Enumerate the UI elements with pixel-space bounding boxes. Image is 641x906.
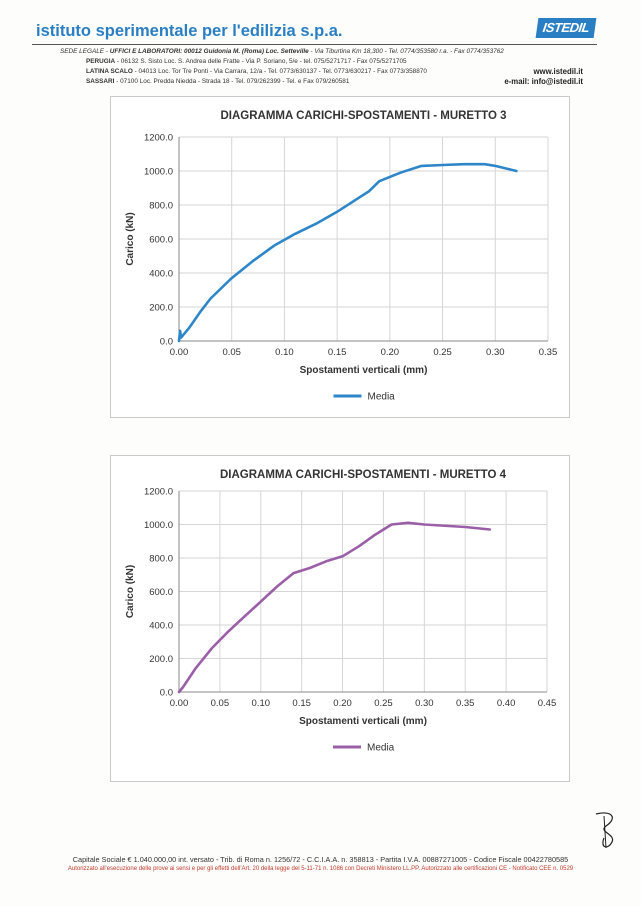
chart-svg-muretto-3: DIAGRAMMA CARICHI-SPOSTAMENTI - MURETTO … [125, 110, 558, 403]
legend-label: Media [368, 392, 396, 403]
x-tick-label: 0.20 [333, 698, 352, 709]
address-city: LATINA SCALO [86, 68, 133, 75]
address-city: SASSARI [86, 78, 115, 85]
x-tick-label: 0.00 [170, 698, 189, 709]
y-tick-label: 600.0 [149, 587, 173, 598]
y-tick-label: 0.0 [160, 688, 173, 699]
chart-muretto-4: DIAGRAMMA CARICHI-SPOSTAMENTI - MURETTO … [110, 455, 570, 782]
x-tick-label: 0.20 [381, 347, 400, 358]
company-name: istituto sperimentale per l'edilizia s.p… [36, 22, 343, 40]
y-tick-label: 1000.0 [144, 167, 173, 178]
x-tick-label: 0.05 [222, 347, 241, 358]
y-tick-label: 1000.0 [144, 520, 173, 531]
chart-muretto-3: DIAGRAMMA CARICHI-SPOSTAMENTI - MURETTO … [110, 96, 570, 418]
y-axis-label: Carico (kN) [125, 212, 136, 265]
x-tick-label: 0.35 [539, 347, 558, 358]
y-tick-label: 1200.0 [144, 487, 173, 498]
x-tick-label: 0.30 [486, 347, 505, 358]
footer-authorization: Autorizzato all'esecuzione delle prove a… [67, 866, 574, 872]
x-tick-label: 0.15 [328, 347, 347, 358]
x-tick-label: 0.30 [415, 698, 434, 709]
x-axis-label: Spostamenti verticali (mm) [300, 365, 428, 376]
company-logo: ISTEDIL [535, 18, 597, 38]
y-tick-label: 1200.0 [144, 133, 173, 144]
x-tick-label: 0.10 [275, 347, 294, 358]
legend-label: Media [367, 743, 395, 754]
address-bold: UFFICI E LABORATORI: 00012 Guidonia M. (… [109, 48, 309, 55]
x-tick-label: 0.35 [456, 698, 475, 709]
x-tick-label: 0.10 [252, 698, 271, 709]
x-tick-label: 0.05 [211, 698, 230, 709]
chart-title: DIAGRAMMA CARICHI-SPOSTAMENTI - MURETTO … [220, 110, 506, 122]
chart-title: DIAGRAMMA CARICHI-SPOSTAMENTI - MURETTO … [220, 469, 507, 481]
address-line-perugia: PERUGIA - 06132 S. Sisto Loc. S. Andrea … [86, 58, 407, 66]
y-tick-label: 200.0 [149, 303, 173, 314]
y-tick-label: 200.0 [149, 654, 173, 665]
x-axis-label: Spostamenti verticali (mm) [299, 716, 427, 727]
y-tick-label: 800.0 [149, 201, 173, 212]
y-tick-label: 800.0 [149, 554, 173, 565]
y-tick-label: 400.0 [149, 269, 173, 280]
address-rest: - 06132 S. Sisto Loc. S. Andrea delle Fr… [115, 58, 407, 65]
address-rest: - 07100 Loc. Predda Niedda - Strada 18 -… [114, 78, 350, 85]
x-tick-label: 0.40 [497, 698, 515, 709]
signature-mark [595, 812, 614, 849]
address-prefix: SEDE LEGALE - [60, 48, 110, 55]
x-tick-label: 0.25 [433, 347, 452, 358]
y-tick-label: 0.0 [160, 337, 173, 348]
footer-company-info: Capitale Sociale € 1.040.000,00 int. ver… [72, 855, 569, 864]
y-tick-label: 600.0 [149, 235, 173, 246]
y-axis-label: Carico (kN) [125, 565, 136, 618]
x-tick-label: 0.00 [170, 347, 189, 358]
chart-svg-muretto-4: DIAGRAMMA CARICHI-SPOSTAMENTI - MURETTO … [125, 469, 557, 754]
address-line-sassari: SASSARI - 07100 Loc. Predda Niedda - Str… [86, 78, 349, 86]
x-tick-label: 0.45 [538, 698, 557, 709]
y-tick-label: 400.0 [149, 621, 173, 632]
address-line-latina: LATINA SCALO - 04013 Loc. Tor Tre Ponti … [86, 68, 427, 76]
address-line-headquarters: SEDE LEGALE - UFFICI E LABORATORI: 00012… [60, 48, 504, 56]
email-link[interactable]: e-mail: info@istedil.it [504, 77, 583, 86]
series-line-media [177, 521, 492, 694]
x-tick-label: 0.15 [292, 698, 311, 709]
website-link[interactable]: www.istedil.it [533, 67, 583, 76]
series-line-media [177, 162, 518, 343]
address-city: PERUGIA [86, 58, 116, 65]
address-rest: - 04013 Loc. Tor Tre Ponti - Via Carrara… [132, 68, 427, 75]
x-tick-label: 0.25 [374, 698, 393, 709]
header-divider [32, 44, 597, 45]
address-rest: - Via Tiburtina Km 18,300 - Tel. 0774/35… [308, 48, 504, 55]
